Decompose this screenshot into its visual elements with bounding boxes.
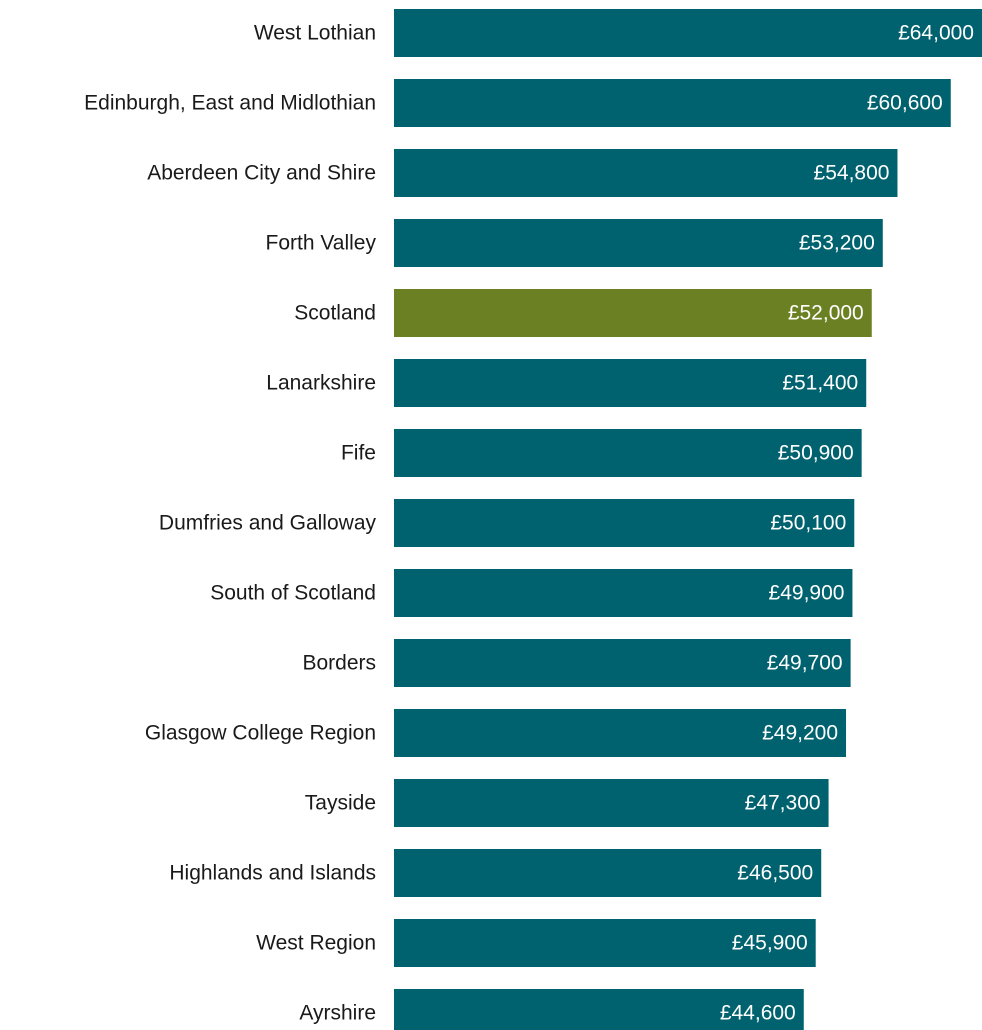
bar — [394, 709, 847, 757]
value-label: £44,600 — [720, 1002, 796, 1025]
bar — [394, 219, 883, 267]
bar — [394, 569, 853, 617]
value-label: £60,600 — [867, 92, 943, 115]
category-label: Fife — [341, 442, 376, 465]
category-label: South of Scotland — [210, 582, 376, 605]
category-label: Ayrshire — [299, 1002, 376, 1025]
bar — [394, 919, 816, 967]
bar — [394, 79, 951, 127]
category-label: Dumfries and Galloway — [159, 512, 377, 535]
value-label: £53,200 — [799, 232, 875, 255]
category-label: Glasgow College Region — [145, 722, 376, 745]
bar — [394, 499, 855, 547]
category-label: Scotland — [294, 302, 376, 325]
category-label: Edinburgh, East and Midlothian — [84, 92, 376, 115]
value-label: £52,000 — [788, 302, 864, 325]
value-label: £64,000 — [898, 22, 974, 45]
value-label: £49,200 — [762, 722, 838, 745]
value-label: £54,800 — [814, 162, 890, 185]
category-label: West Region — [256, 932, 376, 955]
category-label: Aberdeen City and Shire — [147, 162, 376, 185]
bar — [394, 849, 822, 897]
bar — [394, 779, 829, 827]
category-label: Highlands and Islands — [169, 862, 376, 885]
category-label: Tayside — [305, 792, 376, 815]
value-label: £49,900 — [769, 582, 845, 605]
category-label: Borders — [302, 652, 376, 675]
bar — [394, 9, 982, 57]
bar — [394, 639, 851, 687]
category-label: Forth Valley — [266, 232, 377, 255]
category-label: West Lothian — [254, 22, 376, 45]
value-label: £46,500 — [737, 862, 813, 885]
bar — [394, 289, 872, 337]
value-label: £49,700 — [767, 652, 843, 675]
value-label: £45,900 — [732, 932, 808, 955]
bar — [394, 149, 898, 197]
value-label: £47,300 — [745, 792, 821, 815]
bar — [394, 429, 862, 477]
value-label: £50,100 — [770, 512, 846, 535]
value-label: £50,900 — [778, 442, 854, 465]
bar — [394, 989, 804, 1030]
value-label: £51,400 — [782, 372, 858, 395]
category-label: Lanarkshire — [266, 372, 376, 395]
bar — [394, 359, 867, 407]
